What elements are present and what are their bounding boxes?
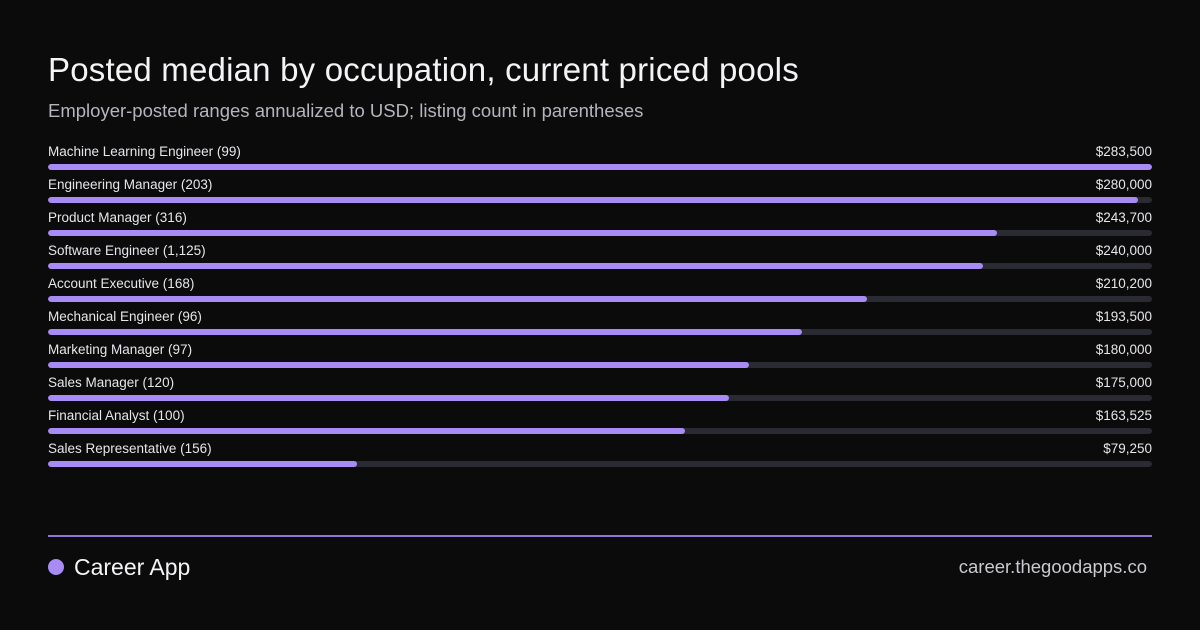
bar-track: [48, 197, 1152, 203]
bar-row: Product Manager (316) $243,700: [48, 209, 1152, 242]
brand: Career App: [48, 552, 190, 582]
bar-value-label: $193,500: [1095, 309, 1152, 324]
brand-name: Career App: [74, 554, 191, 580]
chart-subtitle: Employer-posted ranges annualized to USD…: [48, 100, 644, 121]
bar: [48, 461, 357, 467]
bar: [48, 164, 1152, 170]
bar-category-label: Financial Analyst (100): [48, 408, 185, 423]
bar-category-label: Mechanical Engineer (96): [48, 309, 202, 324]
bar-row: Sales Manager (120) $175,000: [48, 374, 1152, 407]
bar-row: Mechanical Engineer (96) $193,500: [48, 308, 1152, 341]
bar-value-label: $283,500: [1095, 144, 1152, 159]
footer-divider: [48, 535, 1152, 537]
bar-value-label: $240,000: [1095, 243, 1152, 258]
bar-row: Software Engineer (1,125) $240,000: [48, 242, 1152, 275]
bar-track: [48, 263, 1152, 269]
bar-track: [48, 461, 1152, 467]
bar-value-label: $180,000: [1095, 342, 1152, 357]
bar-track: [48, 164, 1152, 170]
bar-category-label: Software Engineer (1,125): [48, 243, 206, 258]
bar: [48, 296, 867, 302]
bar-row: Engineering Manager (203) $280,000: [48, 176, 1152, 209]
bar-value-label: $79,250: [1103, 441, 1152, 456]
bar: [48, 263, 983, 269]
site-url: career.thegoodapps.co: [958, 556, 1147, 577]
bar: [48, 395, 730, 401]
bar: [48, 362, 749, 368]
bar-row: Marketing Manager (97) $180,000: [48, 341, 1152, 374]
chart-title: Posted median by occupation, current pri…: [48, 51, 799, 88]
bar: [48, 329, 802, 335]
bar-category-label: Engineering Manager (203): [48, 177, 213, 192]
bar-track: [48, 329, 1152, 335]
bar-track: [48, 395, 1152, 401]
bar-row: Machine Learning Engineer (99) $283,500: [48, 143, 1152, 176]
bar-value-label: $243,700: [1095, 210, 1152, 225]
bar-category-label: Product Manager (316): [48, 210, 187, 225]
bar-chart: Machine Learning Engineer (99) $283,500 En…: [48, 143, 1152, 473]
bar-category-label: Sales Manager (120): [48, 375, 175, 390]
bar-value-label: $163,525: [1095, 408, 1152, 423]
bar-row: Account Executive (168) $210,200: [48, 275, 1152, 308]
bar: [48, 230, 997, 236]
bar-category-label: Marketing Manager (97): [48, 342, 193, 357]
bar-value-label: $280,000: [1095, 177, 1152, 192]
bar-row: Financial Analyst (100) $163,525: [48, 407, 1152, 440]
bar-track: [48, 296, 1152, 302]
bar-track: [48, 230, 1152, 236]
bar-category-label: Machine Learning Engineer (99): [48, 144, 241, 159]
bar-value-label: $175,000: [1095, 375, 1152, 390]
bar: [48, 428, 685, 434]
bar-category-label: Account Executive (168): [48, 276, 195, 291]
brand-dot-icon: [48, 559, 64, 575]
bar-row: Sales Representative (156) $79,250: [48, 440, 1152, 473]
bar-value-label: $210,200: [1095, 276, 1152, 291]
bar-track: [48, 362, 1152, 368]
bar-track: [48, 428, 1152, 434]
bar-category-label: Sales Representative (156): [48, 441, 212, 456]
bar: [48, 197, 1139, 203]
